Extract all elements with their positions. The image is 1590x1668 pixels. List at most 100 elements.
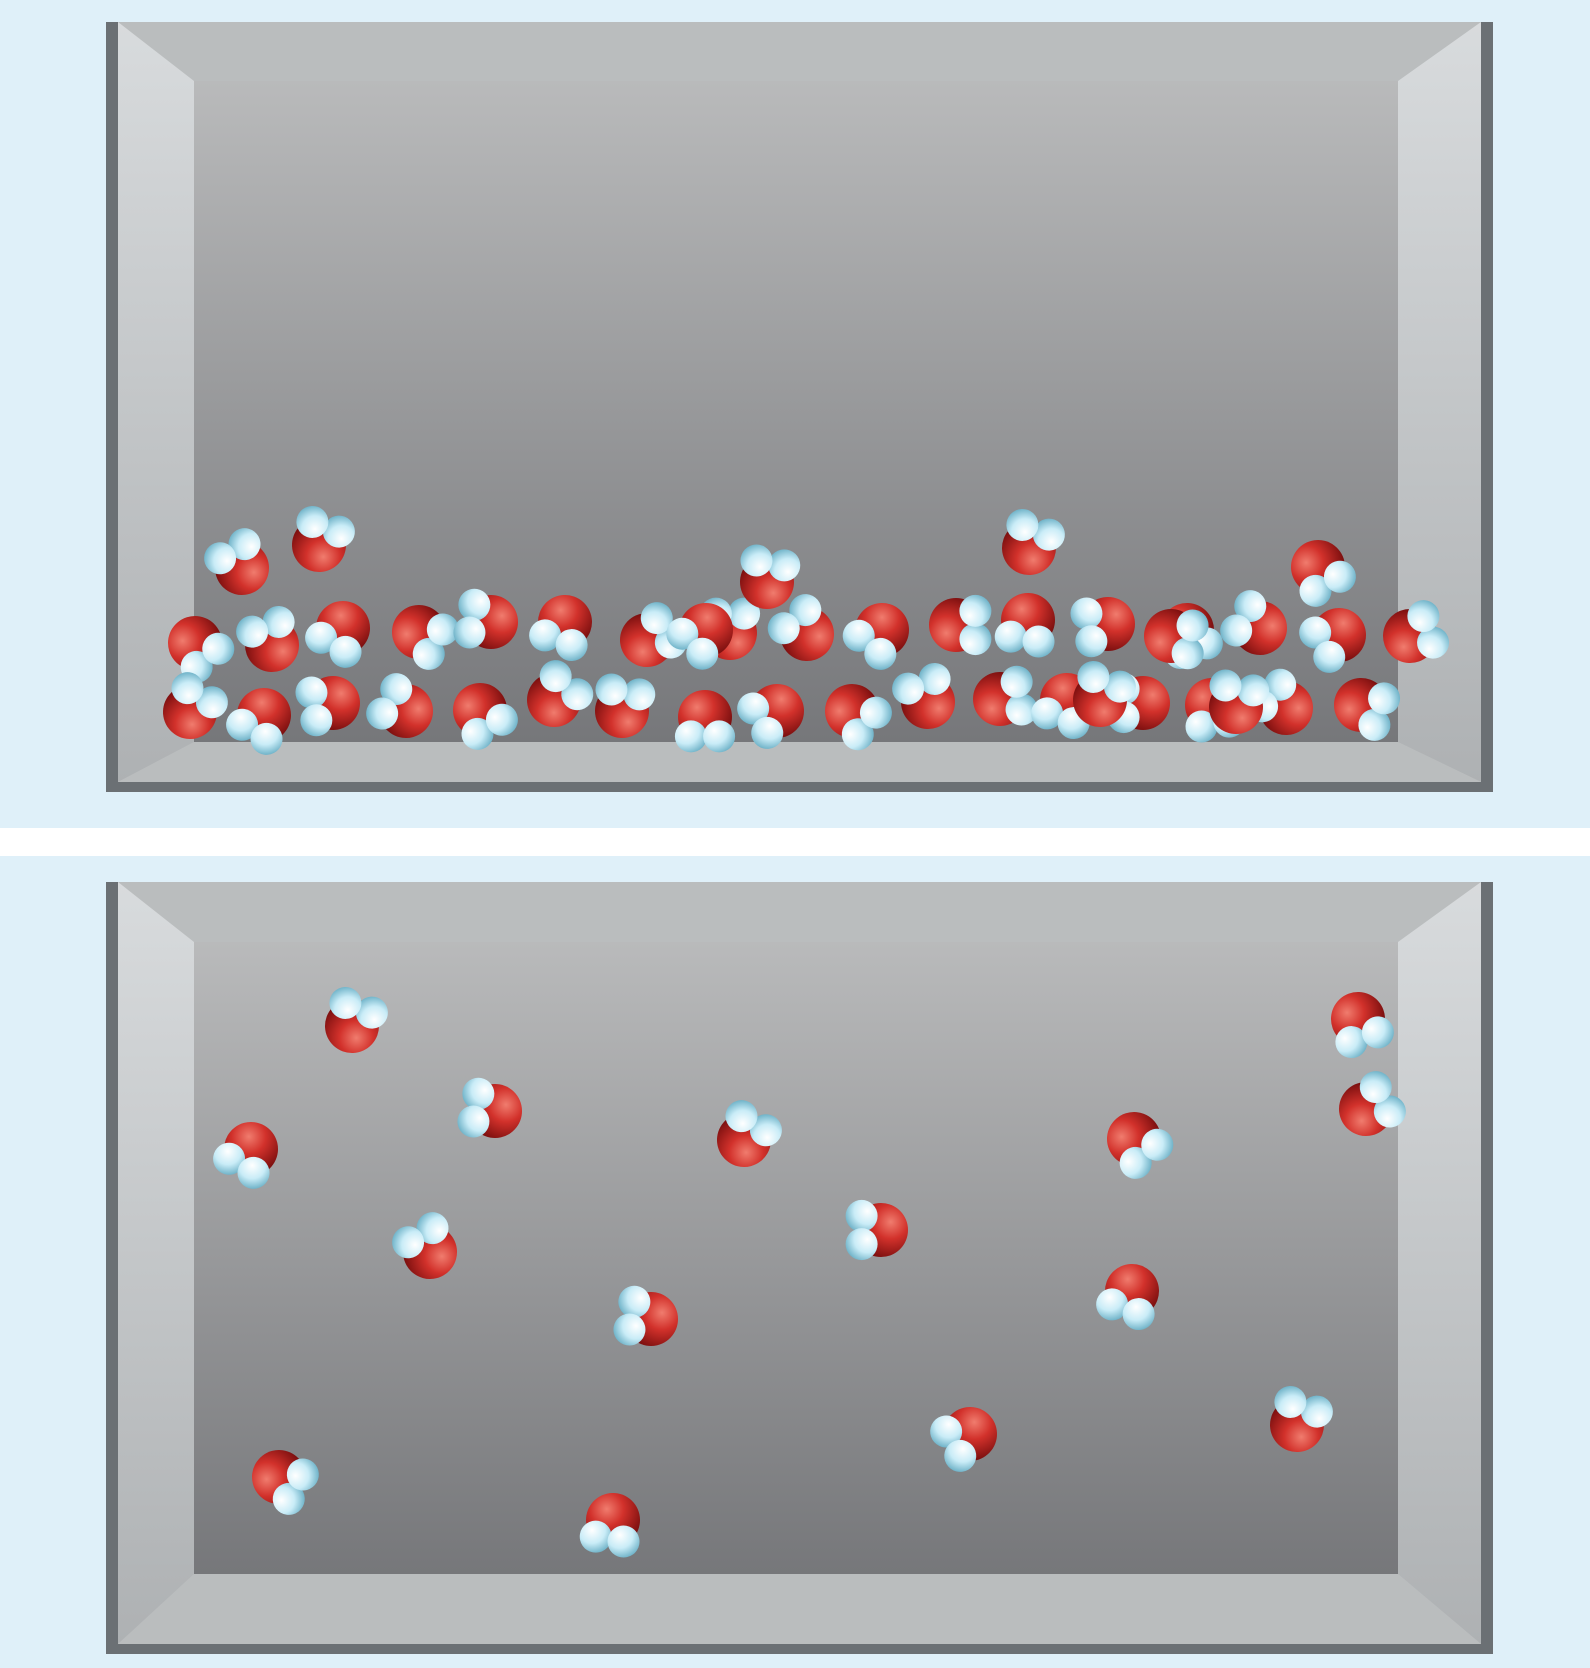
hydrogen-atom <box>529 619 562 652</box>
water-molecule-icon <box>1383 600 1450 663</box>
hydrogen-atom <box>1237 674 1270 707</box>
water-vapor-container <box>106 882 1493 1654</box>
water-molecule-icon <box>1270 1385 1333 1452</box>
water-molecule-icon <box>1002 508 1065 575</box>
hydrogen-atom <box>859 696 892 729</box>
hydrogen-atom <box>1300 1395 1333 1428</box>
hydrogen-atom <box>789 594 822 627</box>
water-molecule-icon <box>579 1493 640 1558</box>
hydrogen-atom <box>1032 518 1065 551</box>
hydrogen-atom <box>1005 693 1038 726</box>
water-molecule-icon <box>527 660 594 727</box>
hydrogen-atom <box>1070 597 1103 630</box>
water-molecule-icon <box>392 1212 457 1279</box>
hydrogen-atom <box>1417 626 1450 659</box>
hydrogen-atom <box>237 1156 270 1189</box>
hydrogen-atom <box>555 629 588 662</box>
hydrogen-atom <box>918 662 951 695</box>
hydrogen-atom <box>994 620 1027 653</box>
hydrogen-atom <box>1171 637 1204 670</box>
hydrogen-atom <box>1185 710 1218 743</box>
container-floor <box>118 1574 1481 1644</box>
water-vapor-panel <box>0 856 1590 1668</box>
hydrogen-atom <box>1103 670 1136 703</box>
hydrogen-atom <box>767 612 800 645</box>
hydrogen-atom <box>539 660 572 693</box>
hydrogen-atom <box>1264 668 1297 701</box>
water-molecule-icon <box>1107 1112 1174 1179</box>
hydrogen-atom <box>1006 508 1039 541</box>
hydrogen-atom <box>286 1458 319 1491</box>
water-molecule-icon <box>737 684 804 749</box>
hydrogen-atom <box>1000 665 1033 698</box>
container-left-wall <box>118 22 194 782</box>
hydrogen-atom <box>686 637 719 670</box>
water-molecule-icon <box>213 1122 278 1189</box>
water-molecule-icon <box>252 1450 319 1515</box>
container-right-wall <box>1398 882 1481 1644</box>
container <box>106 882 1493 1654</box>
hydrogen-atom <box>262 605 295 638</box>
hydrogen-atom <box>329 986 362 1019</box>
water-molecule-icon <box>740 544 801 609</box>
container-left-wall <box>118 882 194 1644</box>
hydrogen-atom <box>740 544 773 577</box>
hydrogen-atom <box>322 515 355 548</box>
hydrogen-atom <box>666 617 699 650</box>
container-right-wall <box>1398 22 1481 782</box>
water-molecule-icon <box>842 603 909 670</box>
water-molecule-icon <box>392 605 459 670</box>
hydrogen-atom <box>1119 1146 1152 1179</box>
hydrogen-atom <box>1077 660 1110 693</box>
water-molecule-icon <box>366 673 433 738</box>
hydrogen-atom <box>426 613 459 646</box>
hydrogen-atom <box>213 1142 246 1175</box>
container-floor <box>118 742 1481 782</box>
water-molecule-icon <box>1331 992 1394 1059</box>
water-molecule-icon <box>325 986 388 1053</box>
hydrogen-atom <box>959 623 992 656</box>
hydrogen-atom <box>674 720 707 753</box>
hydrogen-atom <box>462 1077 495 1110</box>
hydrogen-atom <box>416 1212 449 1245</box>
hydrogen-atom <box>749 1114 782 1147</box>
hydrogen-atom <box>1031 697 1064 730</box>
hydrogen-atom <box>366 697 399 730</box>
water-molecule-icon <box>1334 678 1401 741</box>
hydrogen-atom <box>1122 1298 1155 1331</box>
water-molecule-icon <box>236 605 299 672</box>
hydrogen-atom <box>1359 1071 1392 1104</box>
water-molecule-icon <box>1220 590 1287 655</box>
hydrogen-atom <box>305 621 338 654</box>
water-molecule-icon <box>226 688 291 755</box>
water-molecule-icon <box>613 1285 678 1346</box>
hydrogen-atom <box>228 528 261 561</box>
hydrogen-atom <box>768 549 801 582</box>
hydrogen-atom <box>1368 682 1401 715</box>
water-molecule-icon <box>825 684 892 751</box>
hydrogen-atom <box>1299 616 1332 649</box>
water-molecule-icon <box>292 505 355 572</box>
hydrogen-atom <box>412 637 445 670</box>
hydrogen-atom <box>1075 625 1108 658</box>
hydrogen-atom <box>751 716 784 749</box>
hydrogen-atom <box>1335 1026 1368 1059</box>
liquid-water-container <box>106 22 1493 792</box>
hydrogen-atom <box>1299 574 1332 607</box>
hydrogen-atom <box>618 1285 651 1318</box>
water-molecule-icon <box>295 676 360 737</box>
hydrogen-atom <box>204 542 237 575</box>
water-molecule-icon <box>1096 1264 1159 1331</box>
hydrogen-atom <box>607 1525 640 1558</box>
water-molecule-icon <box>305 601 370 668</box>
hydrogen-atom <box>842 619 875 652</box>
water-molecule-icon <box>204 528 269 595</box>
water-molecule-icon <box>845 1199 908 1261</box>
hydrogen-atom <box>845 1199 878 1232</box>
hydrogen-atom <box>1323 560 1356 593</box>
hydrogen-atom <box>250 722 283 755</box>
hydrogen-atom <box>1407 600 1440 633</box>
water-molecule-icon <box>973 665 1038 726</box>
hydrogen-atom <box>703 720 736 753</box>
hydrogen-atom <box>458 588 491 621</box>
